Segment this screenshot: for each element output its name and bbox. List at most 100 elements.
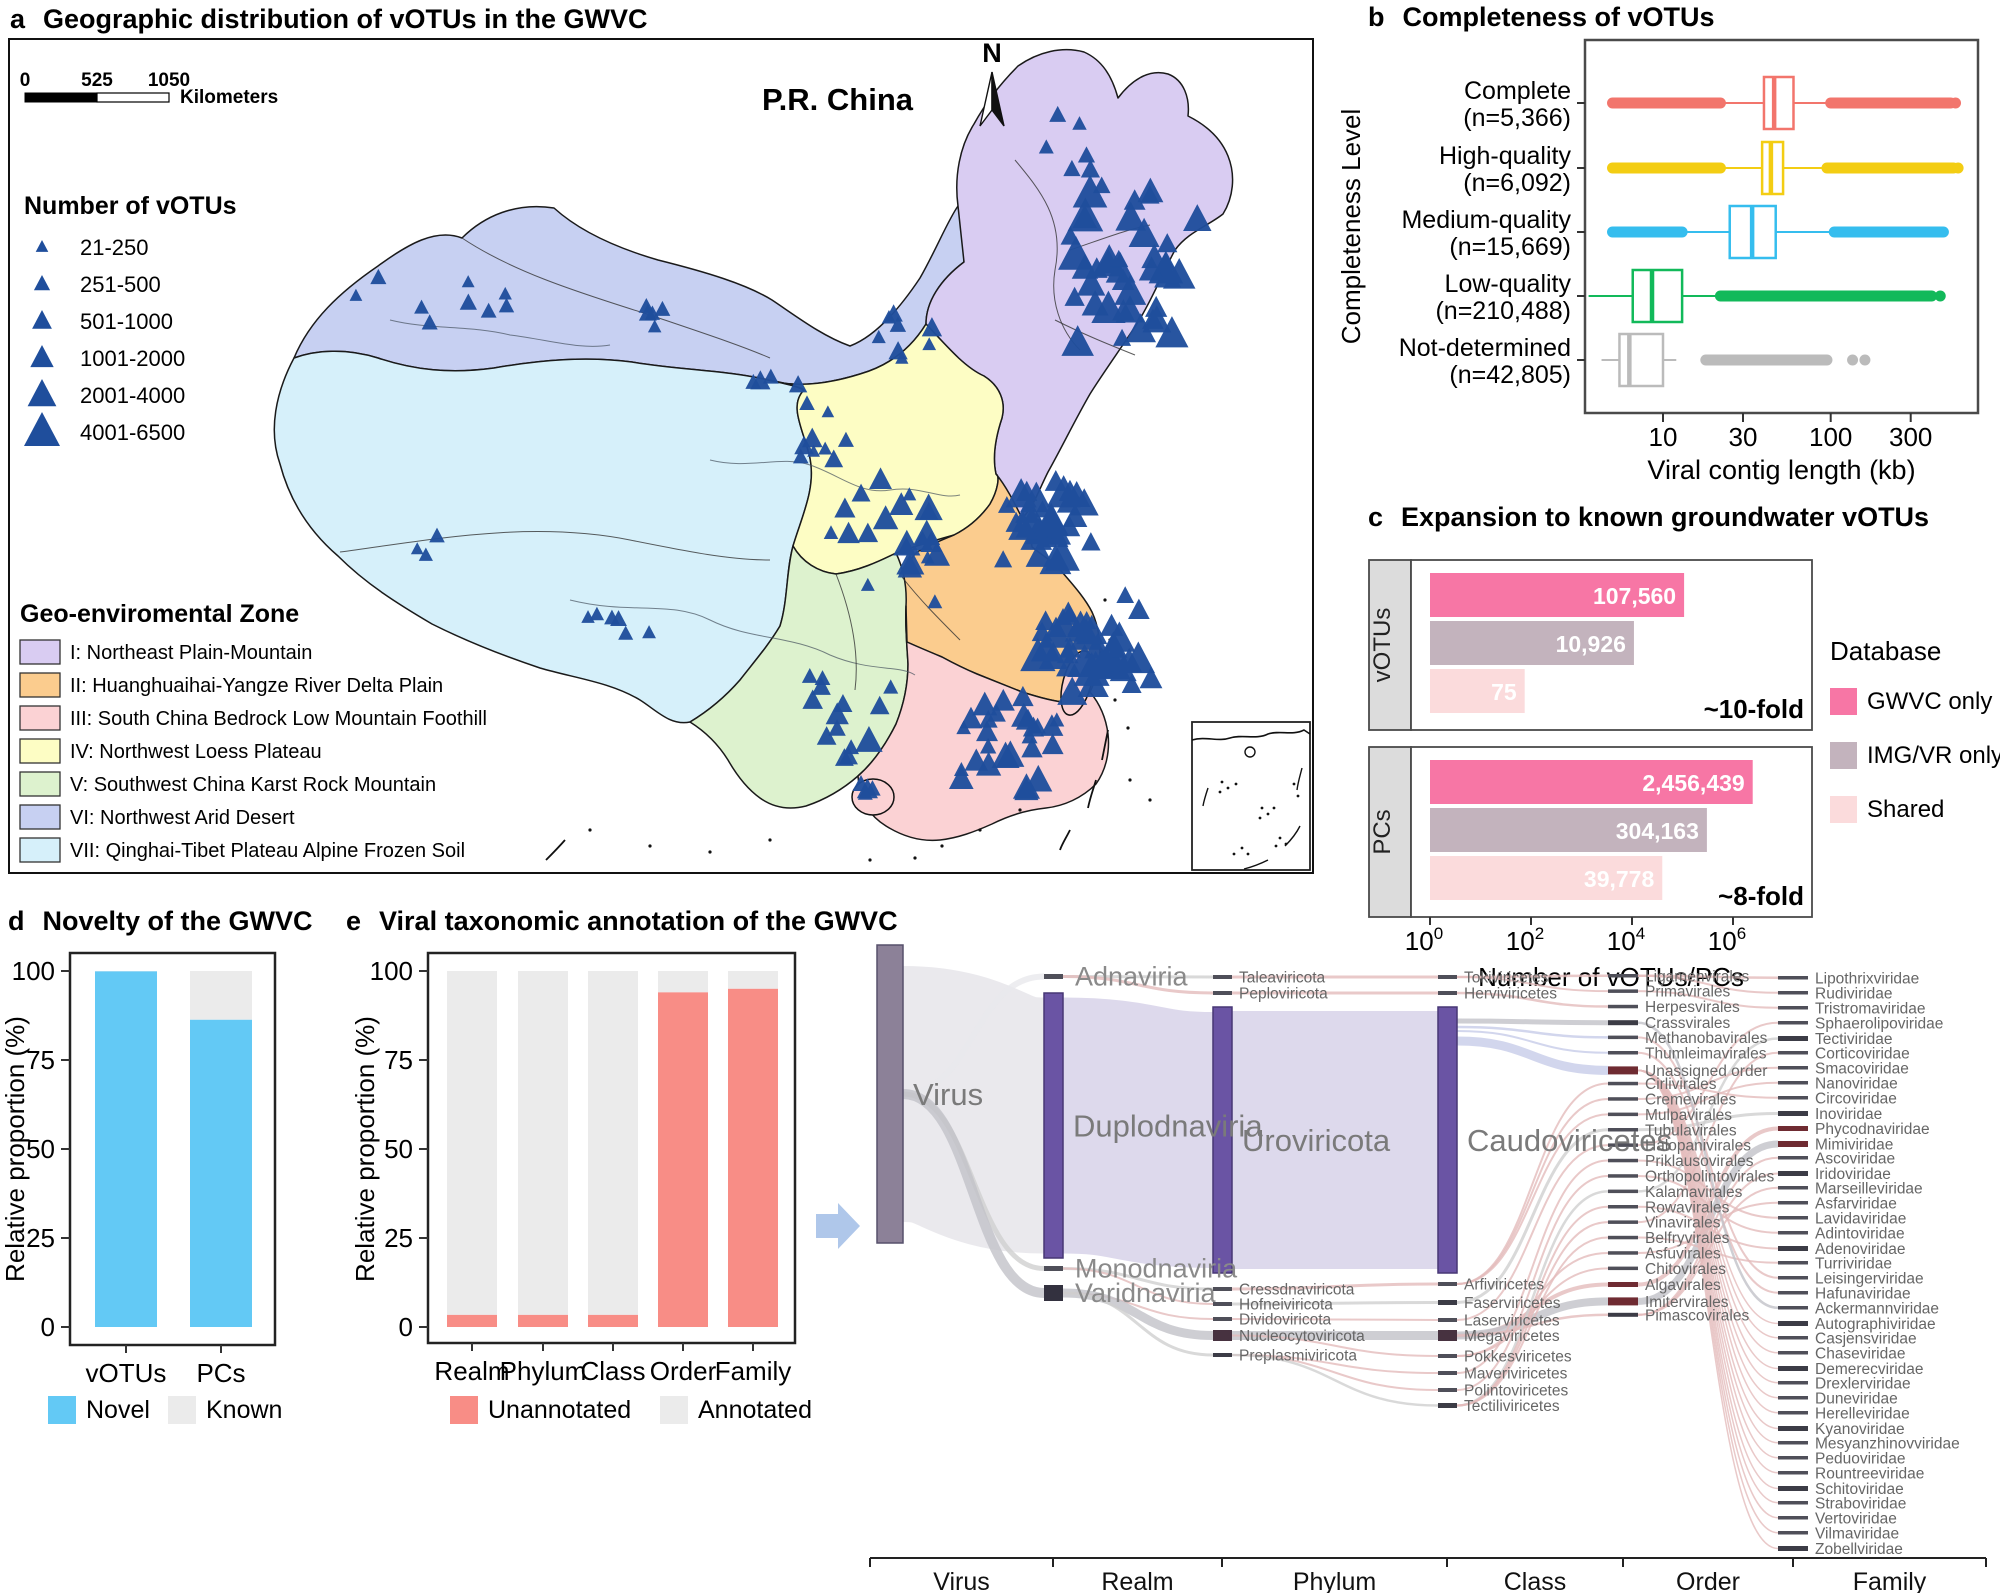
legend-label: Known: [206, 1396, 282, 1424]
votu-site-marker: [972, 691, 998, 716]
sankey-label: Chaseviridae: [1815, 1345, 1905, 1362]
x-tick-label: 10: [1649, 422, 1678, 452]
sankey-label: Adintoviridae: [1815, 1225, 1905, 1242]
votu-site-marker: [883, 679, 899, 694]
sankey-label: Hofneiviricota: [1239, 1297, 1333, 1314]
sankey-label: Herpesvirales: [1645, 999, 1740, 1016]
sankey-node-cressdnaviricota: [1213, 1287, 1232, 1291]
zone-legend-swatch: [19, 705, 61, 731]
panel-b-letter: b: [1368, 2, 1385, 32]
inset-box: [1191, 721, 1311, 871]
votu-site-marker: [1115, 295, 1145, 323]
sankey-label: Sphaerolipoviridae: [1815, 1015, 1943, 1032]
sankey-label: Hafunaviridae: [1815, 1285, 1911, 1302]
sankey-node-thumleimavirales: [1608, 1051, 1638, 1055]
sankey-node-monodnaviria: [1044, 1266, 1063, 1271]
votu-site-marker: [976, 720, 999, 742]
votu-site-marker: [418, 547, 433, 561]
sankey-link: [1456, 1036, 1609, 1075]
votu-site-marker: [1072, 204, 1098, 229]
sankey-node-uroviricota: [1212, 1006, 1233, 1274]
inset-islet: [1272, 806, 1276, 810]
sankey-node-adintoviridae: [1778, 1231, 1808, 1235]
bar-value: 304,163: [1616, 818, 1699, 844]
sankey-node-unassigned-order: [1608, 1066, 1638, 1075]
x-tick-label: 300: [1889, 422, 1932, 452]
country-label: P.R. China: [762, 82, 914, 117]
votu-site-marker: [828, 719, 846, 736]
coast-dot: [1018, 808, 1022, 812]
sankey-label: Herviviricetes: [1464, 986, 1557, 1003]
sankey-link: [1637, 974, 1779, 994]
votu-site-marker: [762, 368, 779, 384]
votu-site-marker: [1092, 176, 1111, 194]
zone-legend-label: I: Northeast Plain-Mountain: [70, 642, 312, 664]
y-tick-label: 50: [26, 1134, 55, 1164]
bar-unannotated: [447, 1314, 497, 1327]
sankey-node-preplasmiviricota: [1213, 1353, 1232, 1357]
sankey-label: Phycodnaviridae: [1815, 1121, 1930, 1138]
sankey-link: [1061, 997, 1215, 1268]
y-tick-label: 25: [384, 1223, 413, 1253]
votu-site-marker: [807, 444, 821, 457]
votu-site-marker: [897, 554, 923, 578]
votu-site-marker: [834, 497, 856, 518]
sankey-link: [1637, 1036, 1779, 1279]
sankey-label: Algavirales: [1645, 1277, 1721, 1294]
votu-site-marker: [654, 300, 671, 316]
sankey-label: Chitovirales: [1645, 1261, 1726, 1278]
votu-site-marker: [994, 550, 1013, 568]
votu-site-marker: [818, 441, 833, 455]
sankey-link: [1637, 1069, 1779, 1550]
x-axis-title: Viral contig length (kb): [1647, 455, 1915, 485]
votu-site-marker: [956, 720, 971, 735]
panel-a-title: a Geographic distribution of vOTUs in the…: [10, 4, 648, 34]
bar-novel: [95, 971, 157, 1327]
coast-dot: [648, 844, 652, 848]
sankey-label: Crassvirales: [1645, 1015, 1731, 1032]
bar-value: 75: [1491, 679, 1517, 705]
size-legend-label: 1001-2000: [80, 346, 185, 371]
votu-site-marker: [1071, 253, 1099, 279]
votu-site-marker: [837, 521, 860, 544]
sankey-node-asfuvirales: [1608, 1251, 1638, 1255]
votu-site-marker: [1076, 268, 1106, 296]
sankey-node-leisingerviridae: [1778, 1276, 1808, 1280]
x-tick-label: Realm: [434, 1356, 509, 1386]
sankey-node-hofneiviricota: [1213, 1302, 1232, 1306]
sankey-link: [1637, 1159, 1779, 1219]
sankey-link: [1456, 1159, 1609, 1374]
votu-site-marker: [1056, 642, 1079, 664]
votu-site-marker: [824, 449, 844, 468]
votu-site-marker: [889, 492, 914, 516]
bar-gwvc-only: [1430, 573, 1685, 617]
votu-site-marker: [1091, 290, 1126, 323]
sankey-node-halopanivirales: [1608, 1143, 1638, 1147]
y-tick-label: 50: [384, 1134, 413, 1164]
votu-site-marker: [927, 594, 943, 609]
sankey-node-belfryvirales: [1608, 1235, 1638, 1240]
panel-e-letter: e: [346, 906, 362, 936]
sankey-node-kalamavirales: [1608, 1189, 1638, 1194]
sankey-node-dividoviricota: [1213, 1317, 1232, 1321]
sankey-node-drexlerviridae: [1778, 1381, 1808, 1385]
inset-hk-island: [1244, 746, 1256, 758]
sankey-node-casjensviridae: [1778, 1336, 1808, 1340]
sankey-label: Orthopolintovirales: [1645, 1168, 1774, 1185]
sankey-label: Polintoviricetes: [1464, 1383, 1568, 1400]
sankey-node-nanoviridae: [1778, 1081, 1808, 1085]
expansion-barchart: vOTUs 107,560 10,926 75 ~10-fold PCs 2,456,439…: [1368, 559, 2000, 992]
zone-legend-swatch: [19, 804, 61, 830]
box: [1762, 75, 1795, 131]
inset-islet: [1292, 782, 1296, 786]
votu-site-marker: [959, 706, 983, 729]
sankey-label: Faserviricetes: [1464, 1295, 1561, 1312]
sankey-link: [1456, 1128, 1609, 1304]
votu-site-marker: [1014, 777, 1039, 801]
size-legend-title: Number of vOTUs: [24, 192, 237, 220]
votu-site-marker: [869, 695, 890, 715]
zone-legend-label: II: Huanghuaihai-Yangze River Delta Plai…: [70, 675, 443, 697]
bar-unannotated: [658, 992, 708, 1327]
votu-site-marker: [1021, 737, 1043, 758]
